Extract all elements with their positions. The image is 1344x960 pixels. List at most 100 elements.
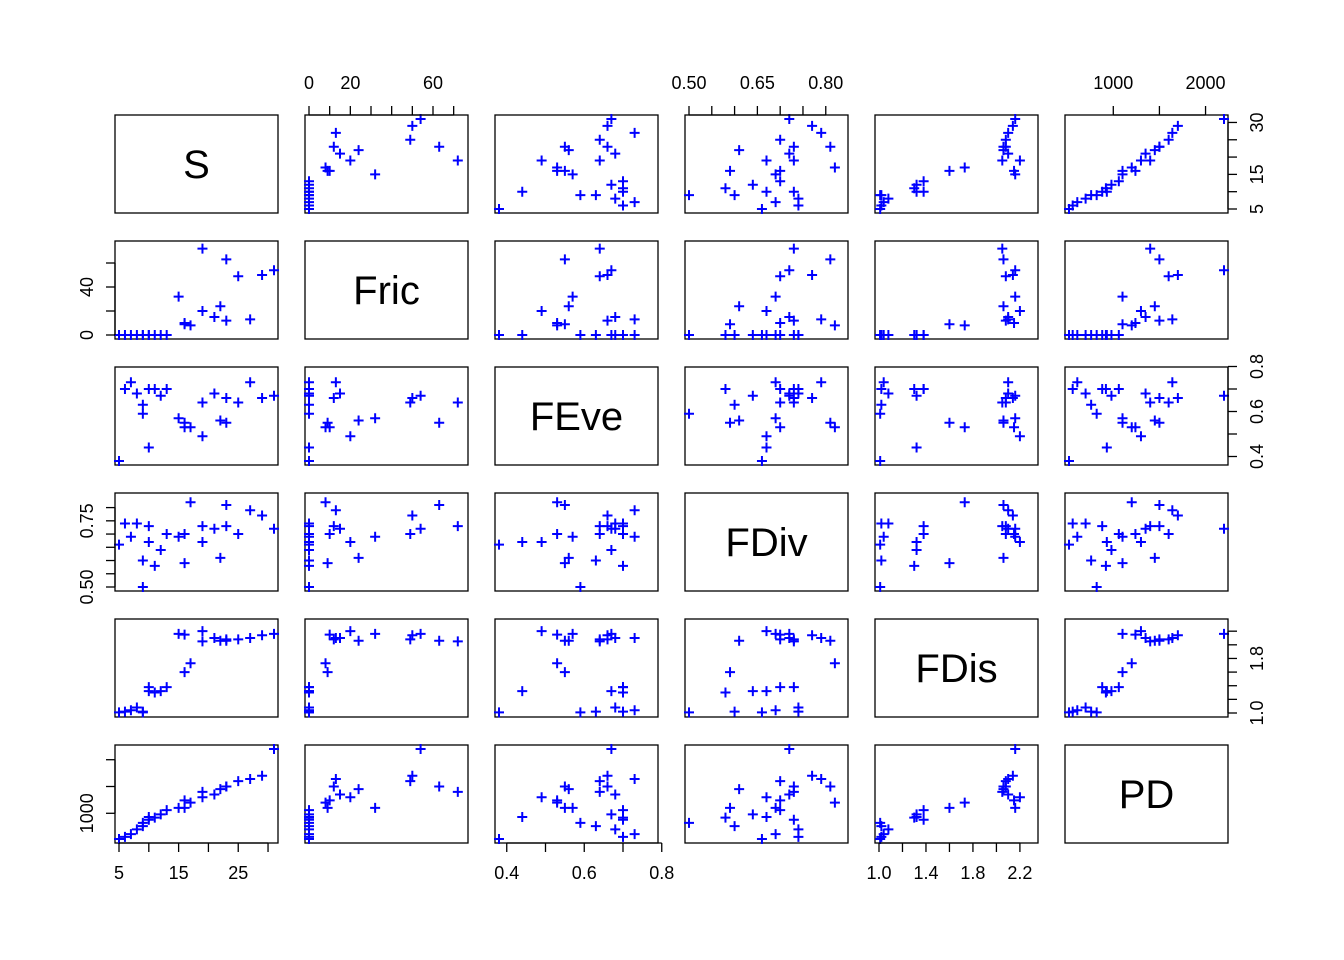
data-point bbox=[875, 408, 886, 419]
data-point bbox=[233, 397, 244, 408]
data-point bbox=[559, 254, 570, 265]
data-point bbox=[1126, 422, 1137, 433]
data-point bbox=[494, 204, 504, 214]
data-point bbox=[353, 415, 364, 426]
data-point bbox=[1064, 539, 1074, 550]
data-point bbox=[1149, 552, 1160, 563]
data-point bbox=[322, 667, 333, 678]
data-point bbox=[131, 388, 142, 399]
data-point bbox=[1009, 318, 1020, 328]
data-point bbox=[370, 413, 381, 424]
data-point bbox=[233, 776, 244, 787]
data-point bbox=[918, 176, 929, 187]
data-point bbox=[875, 817, 886, 828]
variable-label-Fric: Fric bbox=[353, 269, 420, 313]
data-point bbox=[114, 456, 124, 466]
panel-FDis-FDis: FDis bbox=[874, 618, 1039, 718]
data-point bbox=[775, 422, 786, 433]
data-point bbox=[684, 707, 694, 718]
data-point bbox=[784, 114, 795, 124]
panel-Fric-FEve bbox=[494, 240, 659, 340]
data-point bbox=[137, 555, 148, 566]
data-point bbox=[155, 686, 166, 697]
data-point bbox=[320, 422, 331, 433]
data-point bbox=[434, 499, 445, 510]
data-point bbox=[1154, 634, 1165, 645]
data-point bbox=[959, 797, 970, 808]
data-point bbox=[734, 635, 745, 646]
data-point bbox=[602, 770, 613, 781]
data-point bbox=[304, 456, 314, 466]
data-point bbox=[1000, 529, 1011, 540]
data-point bbox=[552, 797, 563, 808]
data-point bbox=[1003, 789, 1014, 800]
data-point bbox=[1140, 148, 1151, 159]
panel-frame bbox=[114, 492, 279, 592]
data-point bbox=[770, 413, 781, 424]
data-point bbox=[775, 795, 786, 806]
data-point bbox=[606, 744, 617, 754]
data-point bbox=[629, 505, 640, 516]
data-point bbox=[353, 145, 364, 156]
panel-FDis-FDiv bbox=[684, 618, 849, 718]
panel-Fric-PD bbox=[1064, 240, 1229, 340]
variable-label-S: S bbox=[183, 143, 210, 187]
panel-frame bbox=[304, 618, 469, 718]
panel-FDiv-Fric bbox=[304, 492, 469, 592]
data-point bbox=[1106, 179, 1117, 190]
data-point bbox=[1117, 319, 1128, 330]
data-point bbox=[1000, 776, 1011, 787]
data-point bbox=[304, 582, 314, 592]
data-point bbox=[756, 834, 767, 844]
tick-label-FDis: 1.8 bbox=[1247, 646, 1267, 671]
panel-FDiv-FEve bbox=[494, 492, 659, 592]
data-point bbox=[1154, 417, 1165, 428]
data-point bbox=[761, 442, 772, 453]
data-point bbox=[1014, 537, 1025, 547]
data-point bbox=[114, 539, 124, 550]
panel-Fric-Fric: Fric bbox=[304, 240, 469, 340]
data-point bbox=[725, 319, 736, 330]
data-point bbox=[761, 626, 772, 637]
data-point bbox=[610, 702, 621, 713]
data-point bbox=[594, 786, 605, 797]
data-point bbox=[1106, 544, 1117, 555]
data-point bbox=[629, 633, 640, 643]
data-point bbox=[1117, 291, 1128, 302]
data-point bbox=[590, 190, 601, 201]
data-point bbox=[353, 784, 364, 795]
panel-FEve-S bbox=[114, 366, 279, 466]
data-point bbox=[197, 243, 208, 254]
data-point bbox=[494, 834, 504, 844]
panel-PD-FDis bbox=[874, 744, 1039, 844]
data-point bbox=[1126, 497, 1137, 508]
data-point bbox=[734, 145, 745, 156]
data-point bbox=[233, 529, 244, 540]
tick-label-FDiv: 0.80 bbox=[808, 73, 843, 93]
data-point bbox=[1003, 127, 1014, 138]
data-point bbox=[684, 408, 694, 419]
data-point bbox=[747, 330, 758, 340]
data-point bbox=[517, 186, 528, 197]
data-point bbox=[1106, 686, 1117, 697]
data-point bbox=[606, 628, 617, 639]
data-point bbox=[594, 243, 605, 254]
data-point bbox=[761, 306, 772, 316]
data-point bbox=[322, 558, 333, 569]
data-point bbox=[610, 148, 621, 159]
data-point bbox=[1172, 270, 1183, 280]
data-point bbox=[816, 377, 827, 388]
panel-S-FDis bbox=[874, 114, 1039, 214]
data-point bbox=[606, 114, 617, 124]
data-point bbox=[911, 442, 922, 453]
data-point bbox=[875, 456, 886, 466]
data-point bbox=[788, 186, 799, 197]
data-point bbox=[720, 330, 731, 340]
tick-label-Fric: 60 bbox=[423, 73, 443, 93]
data-point bbox=[1135, 431, 1146, 442]
data-point bbox=[304, 408, 314, 419]
data-point bbox=[618, 831, 628, 842]
panel-FDiv-FDiv: FDiv bbox=[684, 492, 849, 592]
tick-label-FDiv: 0.75 bbox=[77, 503, 97, 538]
data-point bbox=[1113, 176, 1124, 187]
